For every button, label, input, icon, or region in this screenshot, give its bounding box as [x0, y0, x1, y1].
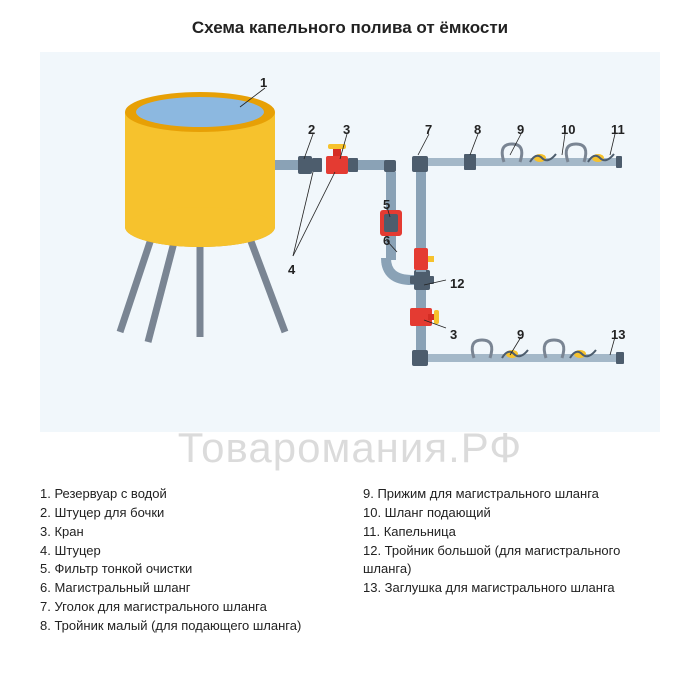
irrigation-diagram: 1234567891011123913 [40, 52, 660, 432]
legend-item: 7. Уголок для магистрального шланга [40, 598, 337, 617]
valve-icon [410, 308, 439, 326]
legend-item: 2. Штуцер для бочки [40, 504, 337, 523]
diagram-svg [40, 52, 660, 432]
valve-icon [414, 248, 434, 270]
valve-icon [326, 144, 348, 174]
legend-left-column: 1. Резервуар с водой2. Штуцер для бочки3… [40, 485, 337, 636]
legend-item: 8. Тройник малый (для подающего шланга) [40, 617, 337, 636]
legend-item: 5. Фильтр тонкой очистки [40, 560, 337, 579]
legend-item: 3. Кран [40, 523, 337, 542]
legend: 1. Резервуар с водой2. Штуцер для бочки3… [40, 485, 660, 636]
legend-item: 13. Заглушка для магистрального шланга [363, 579, 660, 598]
water-tank [125, 92, 275, 247]
legend-item: 12. Тройник большой (для магистрального … [363, 542, 660, 580]
page-title: Схема капельного полива от ёмкости [0, 0, 700, 52]
legend-item: 9. Прижим для магистрального шланга [363, 485, 660, 504]
main-pipe [275, 144, 418, 285]
legend-right-column: 9. Прижим для магистрального шланга10. Ш… [363, 485, 660, 636]
legend-item: 1. Резервуар с водой [40, 485, 337, 504]
tee-and-riser [410, 156, 439, 366]
legend-item: 11. Капельница [363, 523, 660, 542]
legend-item: 6. Магистральный шланг [40, 579, 337, 598]
bottom-branch [428, 340, 624, 364]
legend-item: 4. Штуцер [40, 542, 337, 561]
top-branch [428, 144, 622, 170]
legend-item: 10. Шланг подающий [363, 504, 660, 523]
